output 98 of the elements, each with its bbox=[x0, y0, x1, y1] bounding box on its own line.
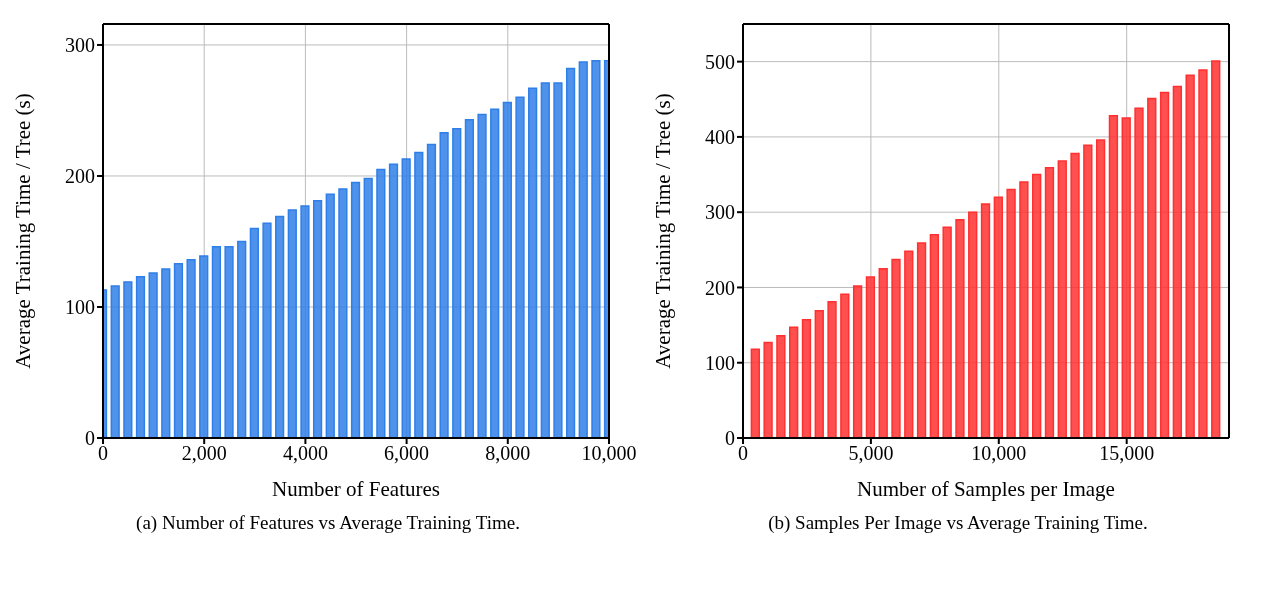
x-tick-label: 15,000 bbox=[1099, 442, 1155, 465]
bar bbox=[312, 200, 323, 438]
y-axis-title: Average Training Time / Tree (s) bbox=[11, 93, 36, 369]
bar bbox=[452, 128, 462, 438]
y-tick-label: 300 bbox=[65, 34, 95, 57]
bar bbox=[814, 310, 824, 438]
bar bbox=[1095, 139, 1106, 438]
bar bbox=[1019, 181, 1029, 438]
x-axis-title: Number of Features bbox=[272, 477, 440, 501]
bar bbox=[338, 188, 348, 438]
bar bbox=[993, 196, 1003, 438]
y-tick-label: 300 bbox=[705, 201, 735, 224]
bar bbox=[363, 177, 373, 438]
bar bbox=[578, 61, 588, 438]
bar bbox=[515, 96, 525, 438]
bar bbox=[776, 334, 786, 438]
bar bbox=[955, 218, 965, 438]
x-tick-label: 5,000 bbox=[848, 442, 894, 465]
bar bbox=[1198, 69, 1208, 438]
bar bbox=[1172, 85, 1183, 438]
bar bbox=[916, 242, 927, 438]
y-tick-label: 100 bbox=[705, 351, 735, 374]
text: (b) Samples Per Image vs Average Training Time. bbox=[767, 512, 1149, 534]
bar bbox=[827, 301, 837, 438]
x-tick-label: 10,000 bbox=[581, 442, 637, 465]
bar bbox=[199, 255, 209, 438]
bar bbox=[123, 281, 133, 438]
bar bbox=[350, 181, 361, 438]
bar bbox=[1070, 152, 1080, 438]
bar bbox=[1006, 188, 1016, 438]
x-tick-label: 6,000 bbox=[384, 442, 430, 465]
bar bbox=[477, 113, 487, 438]
y-axis-title: Average Training Time / Tree (s) bbox=[651, 93, 676, 369]
bar bbox=[1185, 74, 1195, 438]
bar bbox=[1032, 173, 1042, 438]
bar bbox=[540, 82, 550, 438]
bar bbox=[1159, 91, 1170, 438]
bar bbox=[262, 222, 272, 438]
bar bbox=[801, 319, 812, 438]
y-tick-label: 100 bbox=[65, 296, 95, 319]
bar bbox=[135, 276, 146, 438]
bar bbox=[865, 276, 876, 438]
bar bbox=[942, 226, 952, 438]
bar bbox=[376, 168, 386, 438]
bar bbox=[490, 108, 500, 438]
bar bbox=[325, 193, 335, 438]
bar bbox=[840, 293, 850, 438]
bar bbox=[439, 131, 449, 438]
x-tick-label: 2,000 bbox=[181, 442, 227, 465]
bar bbox=[852, 285, 863, 438]
y-tick-label: 0 bbox=[85, 427, 95, 450]
bar bbox=[1083, 144, 1093, 438]
bar bbox=[426, 143, 437, 438]
bar bbox=[1108, 115, 1119, 438]
y-tick-label: 0 bbox=[725, 427, 735, 450]
x-axis-title: Number of Samples per Image bbox=[857, 477, 1115, 501]
bar bbox=[1057, 160, 1067, 438]
bar bbox=[249, 227, 259, 438]
bar bbox=[401, 158, 411, 438]
bar bbox=[968, 211, 978, 438]
bar bbox=[750, 348, 760, 438]
bar bbox=[789, 326, 799, 438]
bar bbox=[414, 151, 424, 438]
bar bbox=[211, 245, 222, 438]
y-tick-label: 200 bbox=[705, 276, 735, 299]
bar bbox=[1121, 117, 1131, 438]
y-tick-label: 500 bbox=[705, 50, 735, 73]
bar bbox=[904, 250, 914, 438]
bar bbox=[300, 205, 310, 438]
bar bbox=[224, 245, 234, 438]
bar bbox=[565, 67, 576, 438]
text: (a) Number of Features vs Average Training Time. bbox=[135, 512, 521, 534]
bar bbox=[929, 234, 940, 438]
bar bbox=[1044, 167, 1055, 438]
bar bbox=[502, 101, 512, 438]
bar bbox=[1211, 60, 1221, 438]
bar bbox=[186, 259, 196, 438]
bar bbox=[388, 163, 399, 438]
y-tick-label: 200 bbox=[65, 165, 95, 188]
bar bbox=[980, 203, 991, 438]
bar bbox=[553, 82, 563, 438]
y-tick-label: 400 bbox=[705, 126, 735, 149]
bar bbox=[464, 118, 475, 438]
bar bbox=[148, 272, 158, 438]
x-tick-label: 8,000 bbox=[485, 442, 531, 465]
bar bbox=[161, 268, 171, 438]
bar bbox=[878, 267, 888, 438]
bar bbox=[173, 263, 184, 438]
bar bbox=[237, 240, 247, 438]
bar bbox=[287, 209, 297, 438]
bar bbox=[1147, 97, 1157, 438]
x-tick-label: 4,000 bbox=[282, 442, 328, 465]
bar bbox=[528, 87, 538, 438]
bar bbox=[891, 258, 901, 438]
x-tick-label: 10,000 bbox=[971, 442, 1027, 465]
bar bbox=[763, 341, 773, 438]
bar bbox=[1134, 107, 1144, 438]
bar bbox=[275, 215, 285, 438]
